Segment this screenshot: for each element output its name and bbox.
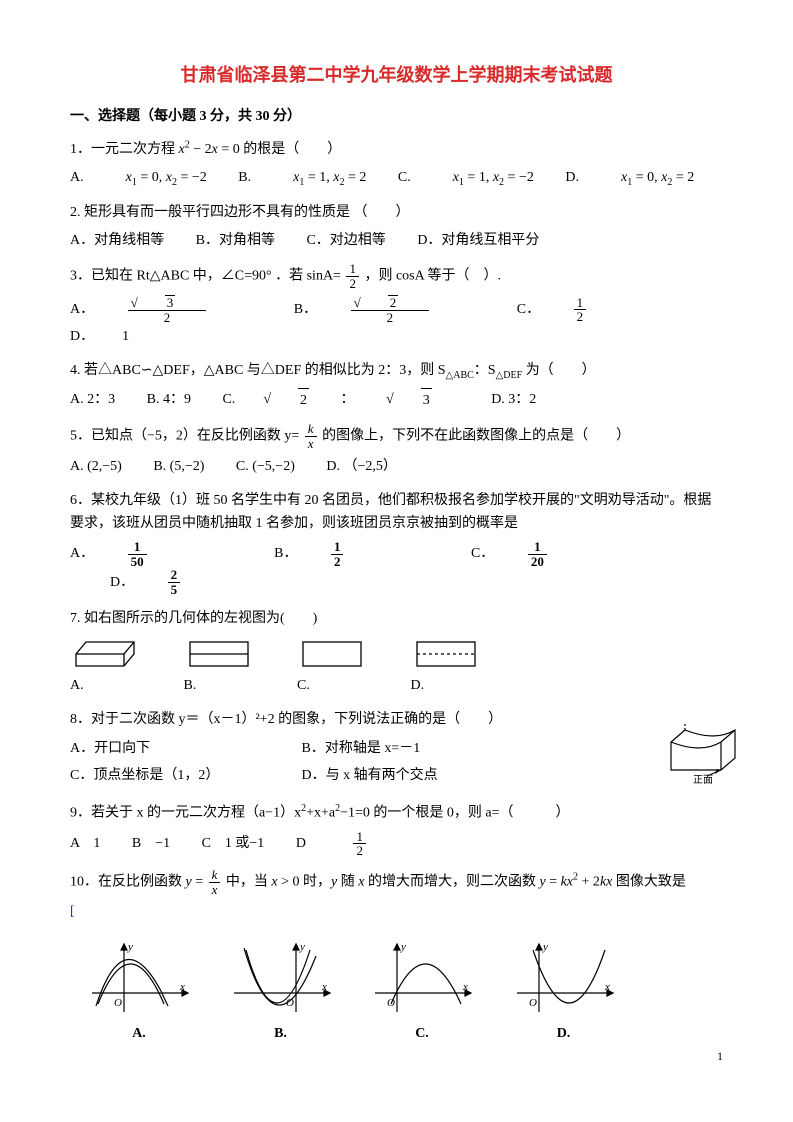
q1-options: A. x1 = 0, x2 = −2 B. x1 = 1, x2 = 2 C. … bbox=[70, 166, 723, 191]
q10-a-label: A. bbox=[84, 1022, 194, 1046]
q9-b: B −1 bbox=[132, 832, 170, 856]
section-1-heading: 一、选择题（每小题 3 分，共 30 分） bbox=[70, 105, 723, 129]
question-1: 1．一元二次方程 x2 − 2x = 0 的根是（ ） bbox=[70, 136, 723, 161]
q9-d-label: D bbox=[296, 832, 320, 856]
q5-d: D. （−2,5） bbox=[326, 455, 397, 479]
q2-options: A．对角线相等 B．对角相等 C．对边相等 D．对角线互相平分 bbox=[70, 229, 723, 253]
q5-b: B. (5,−2) bbox=[153, 455, 204, 479]
q3-d-value: 1 bbox=[122, 325, 129, 349]
q7-d-label: D. bbox=[411, 674, 481, 698]
q3-d-label: D． bbox=[70, 325, 94, 349]
svg-text:O: O bbox=[529, 997, 537, 1009]
question-10: 10．在反比例函数 y = kx 中，当 x > 0 时，y 随 x 的增大而增… bbox=[70, 868, 723, 896]
q8-a: A．开口向下 bbox=[70, 736, 270, 763]
solid-front-label: 正面 bbox=[693, 775, 713, 785]
svg-text:O: O bbox=[387, 997, 395, 1009]
q5-stem-post: 的图像上，下列不在此函数图像上的点是（ ） bbox=[322, 429, 630, 444]
q3-stem-post: ，则 cosA 等于（ ）. bbox=[364, 269, 501, 284]
exam-title: 甘肃省临泽县第二中学九年级数学上学期期末考试试题 bbox=[70, 60, 723, 91]
question-7: 7. 如右图所示的几何体的左视图为( ) bbox=[70, 607, 723, 631]
svg-text:O: O bbox=[286, 997, 294, 1009]
svg-text:x: x bbox=[462, 981, 468, 993]
svg-text:y: y bbox=[299, 941, 305, 953]
q10-graph-a: O x y bbox=[84, 938, 194, 1018]
question-2: 2. 矩形具有而一般平行四边形不具有的性质是 （ ） bbox=[70, 201, 723, 225]
q3-stem-pre: 3．已知在 Rt△ABC 中，∠C=90° ．若 sinA= bbox=[70, 269, 341, 284]
q10-graphs: O x y A. O x y B. O bbox=[70, 938, 723, 1046]
svg-text:O: O bbox=[114, 997, 122, 1009]
q2-b: B．对角相等 bbox=[196, 229, 275, 253]
q5-c: C. (−5,−2) bbox=[236, 455, 295, 479]
q4-c-label: C. bbox=[222, 388, 235, 412]
q4-options: A. 2：3 B. 4：9 C. 2 ： 3 D. 3：2 bbox=[70, 388, 723, 413]
q2-d: D．对角线互相平分 bbox=[417, 229, 539, 253]
q8-b: B．对称轴是 x=－1 bbox=[302, 736, 421, 763]
q7-b-label: B. bbox=[184, 674, 254, 698]
q6-b-label: B． bbox=[274, 542, 297, 566]
q1-a-label: A. bbox=[70, 166, 84, 190]
q9-options: A 1 B −1 C 1 或−1 D 12 bbox=[70, 830, 723, 858]
q8-c: C．顶点坐标是（1，2） bbox=[70, 763, 270, 790]
q10-d-label: D. bbox=[509, 1022, 619, 1046]
q5-a: A. (2,−5) bbox=[70, 455, 122, 479]
q10-graph-d: O x y bbox=[509, 938, 619, 1018]
q3-frac: 12 bbox=[346, 262, 359, 290]
q10-c-label: C. bbox=[367, 1022, 477, 1046]
q5-options: A. (2,−5) B. (5,−2) C. (−5,−2) D. （−2,5） bbox=[70, 455, 723, 479]
q2-a: A．对角线相等 bbox=[70, 229, 164, 253]
q9-c: C 1 或−1 bbox=[202, 832, 265, 856]
q6-options: A． 150 B． 12 C． 120 D． 25 bbox=[70, 540, 723, 597]
open-bracket: [ bbox=[70, 904, 75, 919]
q7-options: A. B. C. D. bbox=[70, 636, 723, 698]
q8-d: D．与 x 轴有两个交点 bbox=[302, 763, 438, 790]
svg-text:x: x bbox=[179, 981, 185, 993]
q3-options: A． 32 B． 22 C． 12 D．1 bbox=[70, 295, 723, 349]
question-4: 4. 若△ABC∽△DEF，△ABC 与△DEF 的相似比为 2：3，则 S△A… bbox=[70, 359, 723, 384]
svg-text:x: x bbox=[321, 981, 327, 993]
q1-c-label: C. bbox=[398, 166, 411, 190]
q10-b-label: B. bbox=[226, 1022, 336, 1046]
q6-d-label: D． bbox=[110, 571, 134, 595]
q7-shape-a bbox=[70, 636, 140, 672]
q4-a: A. 2：3 bbox=[70, 388, 115, 412]
q8-options: A．开口向下 B．对称轴是 x=－1 C．顶点坐标是（1，2） D．与 x 轴有… bbox=[70, 736, 723, 790]
page-number: 1 bbox=[717, 1046, 723, 1066]
q7-shape-b bbox=[184, 636, 254, 672]
q10-graph-b: O x y bbox=[226, 938, 336, 1018]
question-3: 3．已知在 Rt△ABC 中，∠C=90° ．若 sinA= 12 ，则 cos… bbox=[70, 262, 723, 290]
q3-b-label: B． bbox=[294, 298, 317, 322]
q7-shape-c bbox=[297, 636, 367, 672]
q1-d-label: D. bbox=[565, 166, 579, 190]
q5-frac: kx bbox=[305, 422, 317, 450]
q5-stem-pre: 5．已知点（−5，2）在反比例函数 y= bbox=[70, 429, 299, 444]
question-6: 6．某校九年级（1）班 50 名学生中有 20 名团员，他们都积极报名参加学校开… bbox=[70, 489, 723, 537]
question-9: 9．若关于 x 的一元二次方程（a−1）x2+x+a2−1=0 的一个根是 0，… bbox=[70, 800, 723, 825]
q7-solid-figure: 正面 bbox=[663, 720, 743, 794]
svg-text:y: y bbox=[400, 941, 406, 953]
q6-c-label: C． bbox=[471, 542, 494, 566]
q4-b: B. 4：9 bbox=[147, 388, 191, 412]
q10-graph-c: O x y bbox=[367, 938, 477, 1018]
q7-shape-d bbox=[411, 636, 481, 672]
q9-a: A 1 bbox=[70, 832, 100, 856]
q4-d: D. 3：2 bbox=[491, 388, 536, 412]
q1-stem: 1．一元二次方程 x2 − 2x = 0 的根是（ ） bbox=[70, 142, 341, 157]
question-5: 5．已知点（−5，2）在反比例函数 y= kx 的图像上，下列不在此函数图像上的… bbox=[70, 422, 723, 450]
q3-c-label: C． bbox=[517, 298, 540, 322]
q7-c-label: C. bbox=[297, 674, 367, 698]
q7-a-label: A. bbox=[70, 674, 140, 698]
q2-c: C．对边相等 bbox=[306, 229, 385, 253]
svg-text:x: x bbox=[604, 981, 610, 993]
q3-a-label: A． bbox=[70, 298, 94, 322]
svg-text:y: y bbox=[542, 941, 548, 953]
q6-a-label: A． bbox=[70, 542, 94, 566]
question-8: 8．对于二次函数 y＝（x－1）²+2 的图象，下列说法正确的是（ ） bbox=[70, 708, 723, 732]
q1-b-label: B. bbox=[238, 166, 251, 190]
svg-text:y: y bbox=[127, 941, 133, 953]
